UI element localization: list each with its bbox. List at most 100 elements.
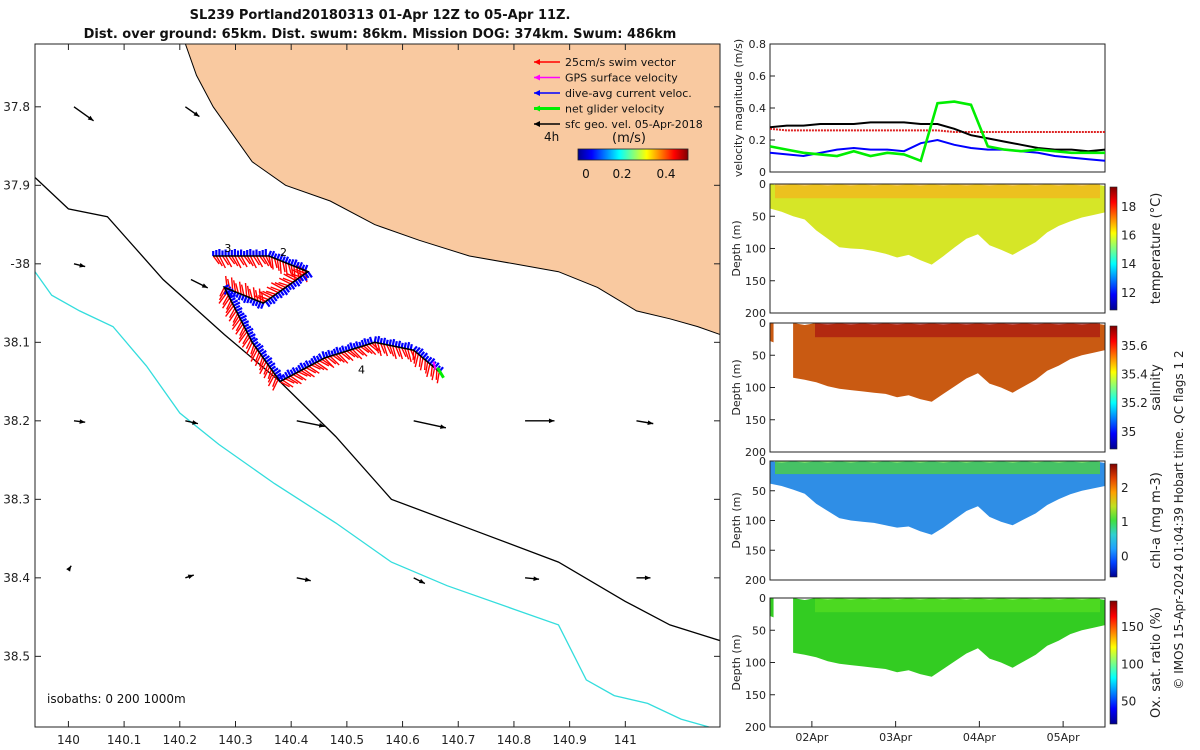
swim-vector <box>270 286 281 292</box>
swim-vector <box>228 307 236 319</box>
current-vector <box>276 253 281 260</box>
current-vector <box>332 348 337 355</box>
title-line-2: Dist. over ground: 65km. Dist. swum: 86k… <box>83 27 677 42</box>
legend-arrowhead <box>534 74 540 81</box>
sfc-geo-arrowhead <box>66 565 72 572</box>
current-vector <box>346 344 351 351</box>
map-legend: 25cm/s swim vector GPS surface velocity di… <box>534 56 703 131</box>
map-frame <box>34 43 721 728</box>
swim-vector <box>300 369 312 378</box>
swim-vector <box>272 376 278 388</box>
current-vector <box>355 341 360 348</box>
current-vector <box>278 373 284 381</box>
swim-vector <box>292 374 304 381</box>
current-vector <box>349 342 354 350</box>
swim-vector <box>242 334 249 345</box>
depth-ylabel: Depth (m) <box>730 220 743 276</box>
current-vector <box>253 341 259 346</box>
surface-band <box>775 184 1100 199</box>
current-vector <box>302 362 308 369</box>
current-vector <box>391 338 396 347</box>
swim-vector <box>225 305 235 317</box>
current-vector <box>304 272 310 279</box>
current-vector <box>239 314 247 320</box>
swim-vector <box>395 346 401 357</box>
swim-vector <box>398 346 404 360</box>
colorbar-tick-label: 150 <box>1121 620 1144 634</box>
legend-label: net glider velocity <box>565 103 665 116</box>
title-line-1: SL239 Portland20180313 01-Apr 12Z to 05-… <box>189 8 571 23</box>
swim-vector <box>267 373 276 387</box>
sfc-geo-arrowhead <box>304 577 311 582</box>
swim-vector <box>287 376 299 385</box>
current-vector <box>327 349 332 357</box>
swim-vector <box>276 259 280 271</box>
depth-ytick-label: 0 <box>759 317 766 330</box>
current-vector <box>264 300 271 308</box>
swim-vector <box>377 342 382 357</box>
current-vector <box>344 345 348 352</box>
map-xtick-label: 140.5 <box>330 733 364 747</box>
swim-vector <box>436 371 440 384</box>
swim-vector <box>404 348 410 360</box>
map-xtick-label: 141 <box>614 733 637 747</box>
current-vector <box>254 300 259 307</box>
swim-vector <box>343 351 354 362</box>
swim-vector <box>430 365 433 377</box>
current-vector <box>295 261 300 268</box>
current-vector <box>284 256 290 264</box>
colorbar-label: salinity <box>1149 364 1164 411</box>
swim-vector <box>329 355 340 366</box>
swim-vector <box>424 359 427 371</box>
swim-vector <box>365 344 377 356</box>
swim-vector <box>249 255 257 269</box>
current-vector <box>299 276 305 282</box>
surface-band <box>815 323 1100 338</box>
legend-label: dive-avg current veloc. <box>565 87 692 100</box>
depth-ylabel: Depth (m) <box>730 492 743 548</box>
legend-arrowhead <box>534 90 540 96</box>
swim-vector <box>252 255 260 266</box>
swim-vector <box>267 371 274 383</box>
depth-ytick-label: 150 <box>745 414 766 427</box>
current-vector <box>251 299 257 307</box>
depth-ytick-label: 50 <box>752 624 766 637</box>
swim-vector <box>305 367 317 374</box>
depth-ytick-label: 150 <box>745 275 766 288</box>
isobath-200m <box>35 177 720 642</box>
velocity-ytick-label: 0 <box>759 166 766 179</box>
current-vector <box>312 355 318 363</box>
swim-vector <box>354 347 365 356</box>
section-fill <box>770 184 1105 265</box>
swim-vector <box>244 282 248 297</box>
colorbar-tick-label: 35.2 <box>1121 396 1148 410</box>
swim-vector <box>290 375 302 385</box>
depth-ytick-label: 50 <box>752 349 766 362</box>
depth-ytick-label: 200 <box>745 574 766 587</box>
swim-vector <box>212 255 220 265</box>
swim-vector <box>283 273 296 282</box>
current-vector <box>403 342 407 349</box>
time-tick-label: 04Apr <box>963 731 997 744</box>
swim-vector <box>401 347 407 358</box>
swim-vector <box>298 371 308 377</box>
current-vector <box>242 320 250 325</box>
current-vector <box>304 360 310 367</box>
current-vector <box>250 336 256 341</box>
current-vector <box>308 359 313 366</box>
current-vector <box>385 339 389 345</box>
map-ytick-label: 37.8 <box>3 100 30 114</box>
swim-vector <box>426 363 431 378</box>
swim-vector <box>282 379 294 388</box>
colorbar-tick-label: 50 <box>1121 695 1136 709</box>
map-colorbar <box>577 148 689 161</box>
current-vector <box>422 352 429 359</box>
swim-vector <box>412 350 415 361</box>
current-vector <box>246 297 251 304</box>
swim-vector <box>295 372 307 381</box>
swim-vector <box>419 357 424 371</box>
current-vector <box>376 335 381 344</box>
current-vector <box>292 259 298 267</box>
swim-vector <box>215 255 223 267</box>
